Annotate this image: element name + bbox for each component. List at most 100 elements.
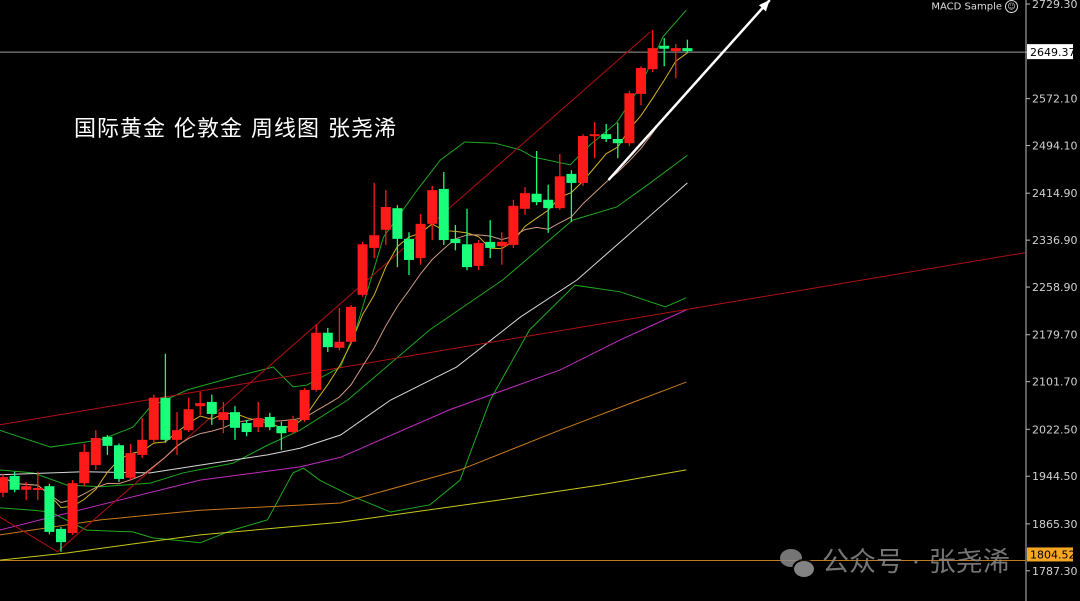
- candle: [496, 232, 507, 265]
- candle: [253, 401, 264, 433]
- candle-body: [288, 419, 298, 433]
- candle-body: [589, 134, 600, 137]
- candle-body: [206, 401, 217, 414]
- ma-line: [0, 381, 687, 536]
- candle-body: [415, 223, 426, 259]
- candle-body: [241, 422, 252, 433]
- candle: [79, 444, 90, 487]
- candle: [241, 419, 252, 437]
- candle: [369, 182, 380, 259]
- candle-body: [102, 436, 113, 446]
- candle: [206, 394, 217, 425]
- candle: [311, 324, 322, 392]
- candle-body: [253, 418, 264, 428]
- candle: [554, 154, 565, 210]
- y-tick-label: 2101.70: [1032, 376, 1078, 389]
- candle-body: [137, 439, 148, 455]
- candle: [508, 199, 519, 248]
- candle: [578, 134, 588, 186]
- candle: [427, 185, 438, 241]
- y-tick-label: 1944.50: [1032, 470, 1078, 483]
- y-tick-label: 2179.70: [1032, 329, 1078, 342]
- candle: [473, 240, 484, 271]
- candle-body: [276, 425, 287, 434]
- lower-band-line: [0, 284, 687, 544]
- y-tick-label: 2258.90: [1032, 281, 1078, 294]
- candle-body: [346, 306, 356, 342]
- candle: [380, 190, 391, 245]
- chart-title: 国际黄金 伦敦金 周线图 张尧浠: [74, 117, 397, 142]
- candle-body: [496, 241, 507, 247]
- candle-body: [44, 486, 55, 532]
- candle: [404, 232, 414, 275]
- level-price-label: 1804.52: [1030, 548, 1076, 561]
- candle-body: [462, 244, 472, 268]
- candle-body: [218, 412, 229, 420]
- candle: [114, 443, 124, 482]
- candle-body: [485, 241, 496, 248]
- arrow-head-icon: [758, 0, 770, 12]
- candle-body: [450, 238, 461, 244]
- candle: [392, 205, 403, 268]
- candle: [346, 305, 356, 344]
- smiley-icon: ☺: [1005, 0, 1018, 13]
- candle: [438, 172, 449, 245]
- candle: [462, 208, 472, 271]
- candle-body: [322, 332, 333, 348]
- candle-body: [230, 412, 240, 428]
- candle-body: [32, 487, 43, 490]
- candle-body: [195, 403, 206, 407]
- y-tick-label: 2414.90: [1032, 187, 1078, 200]
- candle-body: [508, 205, 519, 245]
- candle-body: [543, 199, 554, 209]
- candle: [531, 151, 542, 206]
- candle: [450, 225, 461, 251]
- candle: [520, 187, 530, 215]
- candle: [543, 184, 554, 233]
- candle-body: [67, 483, 78, 534]
- candle: [566, 170, 577, 223]
- y-tick-label: 2494.10: [1032, 140, 1078, 153]
- candle: [589, 122, 600, 159]
- candle: [218, 401, 229, 434]
- candle-body: [636, 67, 646, 94]
- candle: [67, 480, 78, 535]
- candle-body: [311, 332, 322, 390]
- candle: [357, 241, 368, 297]
- candle: [624, 90, 635, 147]
- candle: [21, 481, 32, 500]
- candle-body: [578, 135, 588, 183]
- candle-body: [624, 93, 635, 144]
- candle-body: [427, 190, 438, 224]
- candle: [612, 122, 623, 159]
- candle: [264, 412, 275, 431]
- upper-band-line: [0, 9, 687, 448]
- candle: [148, 394, 159, 443]
- candle-body: [90, 438, 101, 466]
- current-price-box: [1027, 44, 1073, 60]
- candle-body: [114, 445, 124, 479]
- ma-line: [0, 182, 688, 476]
- candle-body: [299, 389, 310, 420]
- candle-body: [369, 235, 380, 248]
- candle-body: [392, 208, 403, 239]
- candle: [682, 39, 693, 53]
- candle: [276, 421, 287, 451]
- candle: [32, 471, 43, 500]
- candle: [485, 220, 496, 259]
- candle: [183, 397, 194, 433]
- candle-body: [334, 341, 345, 348]
- candle-body: [357, 244, 368, 295]
- candle: [322, 327, 333, 352]
- trend-arrow: [607, 0, 771, 181]
- candle-body: [0, 477, 8, 493]
- trendline-line: [0, 252, 1026, 426]
- candle: [56, 527, 66, 552]
- candle: [415, 214, 426, 265]
- candle: [172, 412, 182, 455]
- candle: [137, 418, 148, 458]
- candle-body: [612, 138, 623, 144]
- candle-body: [172, 430, 182, 440]
